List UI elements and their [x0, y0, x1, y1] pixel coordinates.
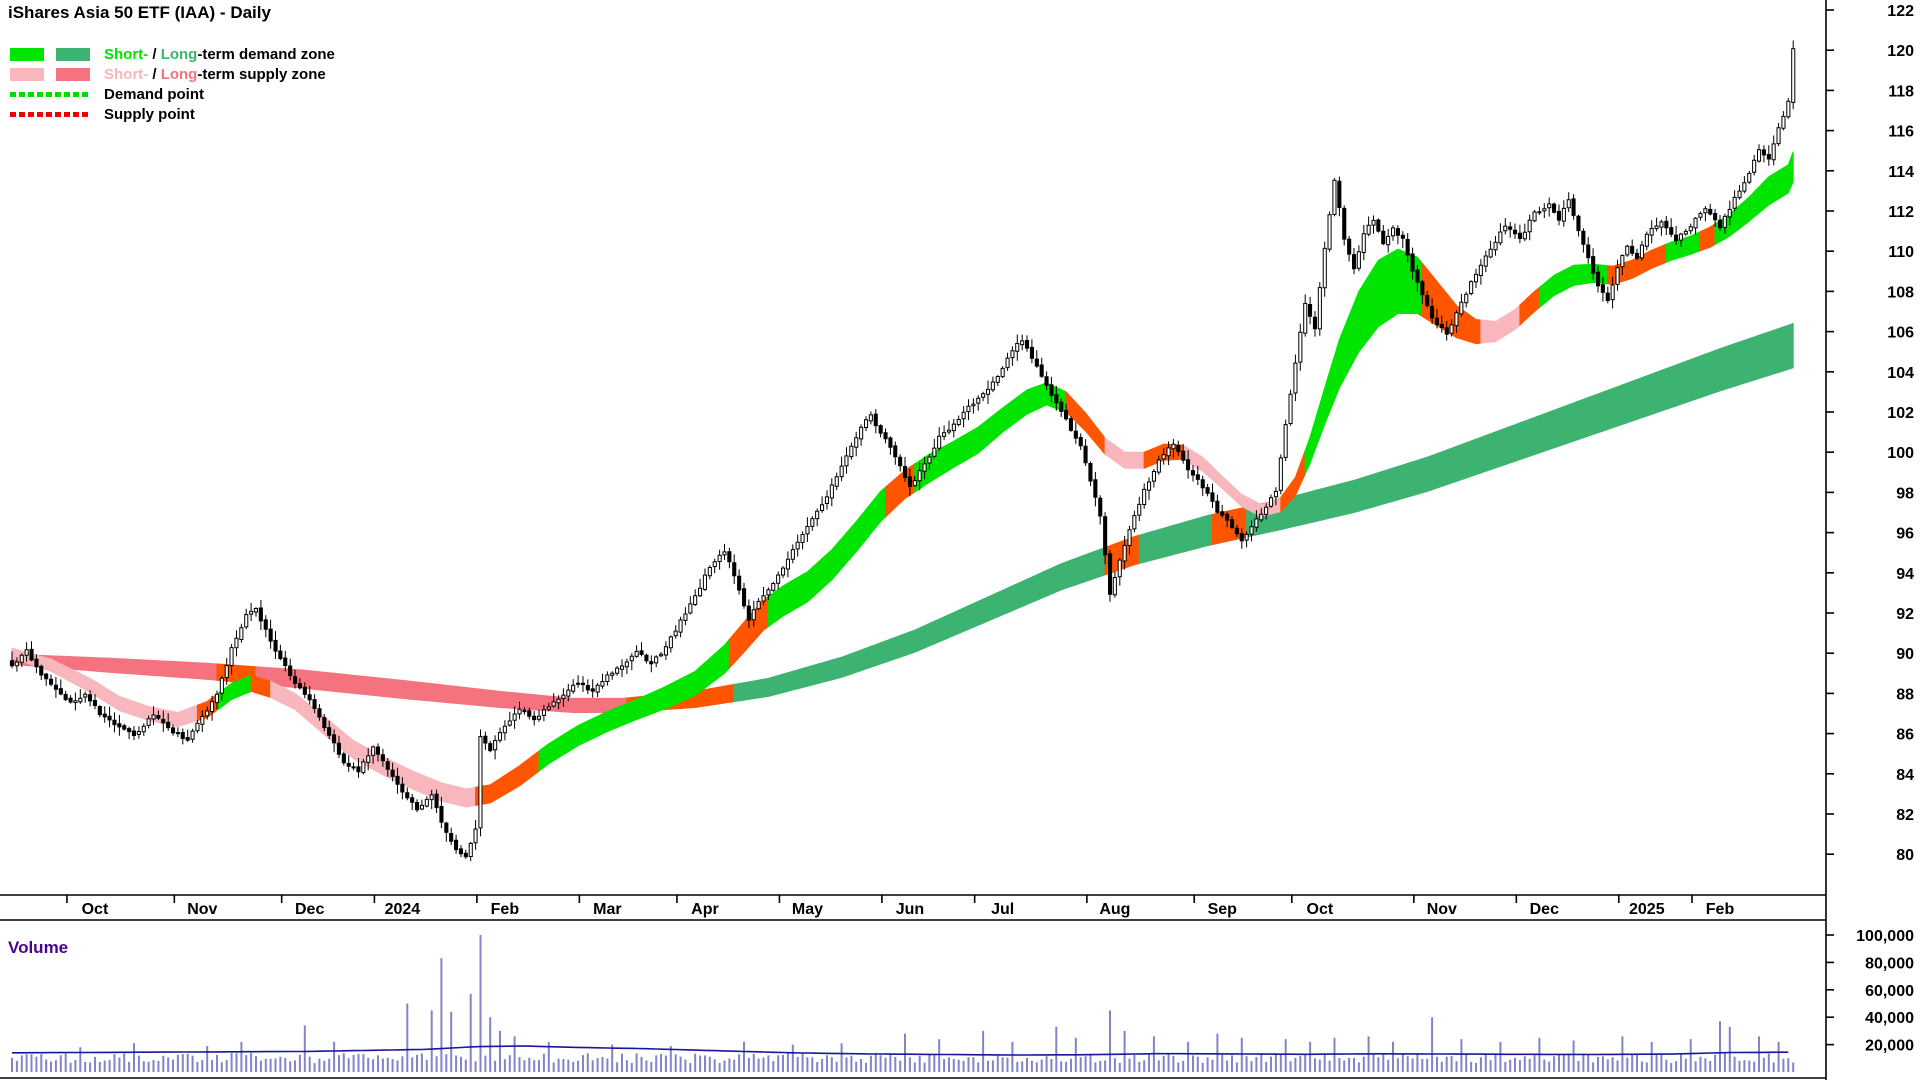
legend-demand-point-row: Demand point [10, 84, 335, 104]
legend-demand-zone-row: Short- / Long-term demand zone [10, 44, 335, 64]
svg-text:120: 120 [1887, 43, 1914, 60]
legend-supply-zone-row: Short- / Long-term supply zone [10, 64, 335, 84]
svg-text:102: 102 [1887, 405, 1914, 422]
svg-text:88: 88 [1896, 686, 1914, 703]
svg-text:Nov: Nov [187, 901, 217, 918]
svg-text:40,000: 40,000 [1865, 1010, 1914, 1027]
svg-text:90: 90 [1896, 646, 1914, 663]
svg-text:80: 80 [1896, 847, 1914, 864]
svg-text:Apr: Apr [691, 901, 719, 918]
svg-text:94: 94 [1896, 566, 1914, 583]
svg-text:Dec: Dec [295, 901, 324, 918]
svg-text:82: 82 [1896, 807, 1914, 824]
svg-text:116: 116 [1888, 124, 1914, 141]
svg-text:May: May [792, 901, 823, 918]
svg-text:122: 122 [1887, 3, 1914, 20]
svg-text:Oct: Oct [1307, 901, 1334, 918]
svg-text:84: 84 [1896, 767, 1914, 784]
svg-text:Dec: Dec [1530, 901, 1559, 918]
svg-text:Nov: Nov [1427, 901, 1457, 918]
svg-text:100: 100 [1887, 445, 1914, 462]
svg-text:86: 86 [1896, 727, 1914, 744]
svg-text:Mar: Mar [593, 901, 621, 918]
svg-text:110: 110 [1888, 244, 1914, 261]
svg-text:Feb: Feb [491, 901, 520, 918]
chart-title: iShares Asia 50 ETF (IAA) - Daily [8, 3, 271, 22]
svg-text:104: 104 [1887, 365, 1914, 382]
svg-text:114: 114 [1888, 164, 1914, 181]
svg-text:Aug: Aug [1099, 901, 1130, 918]
demand-point-label: Demand point [104, 85, 204, 103]
legend: Short- / Long-term demand zone Short- / … [10, 44, 335, 124]
svg-text:96: 96 [1896, 526, 1914, 543]
svg-text:106: 106 [1887, 325, 1914, 342]
legend-supply-point-row: Supply point [10, 104, 335, 124]
svg-text:98: 98 [1896, 485, 1914, 502]
demand-zone-label: Short- / Long-term demand zone [104, 45, 335, 63]
svg-text:Oct: Oct [82, 901, 109, 918]
svg-text:2024: 2024 [385, 901, 421, 918]
long-demand-swatch [56, 47, 90, 61]
supply-point-dotted-line [10, 111, 90, 117]
short-demand-swatch [10, 47, 44, 61]
short-supply-swatch [10, 67, 44, 81]
svg-text:108: 108 [1887, 284, 1914, 301]
svg-text:60,000: 60,000 [1865, 983, 1914, 1000]
volume-pane-label: Volume [8, 938, 68, 957]
svg-text:Jul: Jul [991, 901, 1014, 918]
svg-text:Sep: Sep [1208, 901, 1238, 918]
svg-text:100,000: 100,000 [1856, 928, 1914, 945]
supply-point-label: Supply point [104, 105, 195, 123]
svg-text:80,000: 80,000 [1865, 955, 1914, 972]
svg-text:20,000: 20,000 [1865, 1038, 1914, 1055]
svg-text:2025: 2025 [1629, 901, 1665, 918]
demand-point-dotted-line [10, 91, 90, 97]
supply-zone-label: Short- / Long-term supply zone [104, 65, 326, 83]
svg-text:Jun: Jun [896, 901, 924, 918]
svg-text:118: 118 [1888, 83, 1914, 100]
svg-text:92: 92 [1896, 606, 1914, 623]
long-supply-swatch [56, 67, 90, 81]
svg-text:Feb: Feb [1706, 901, 1735, 918]
svg-text:112: 112 [1888, 204, 1914, 221]
